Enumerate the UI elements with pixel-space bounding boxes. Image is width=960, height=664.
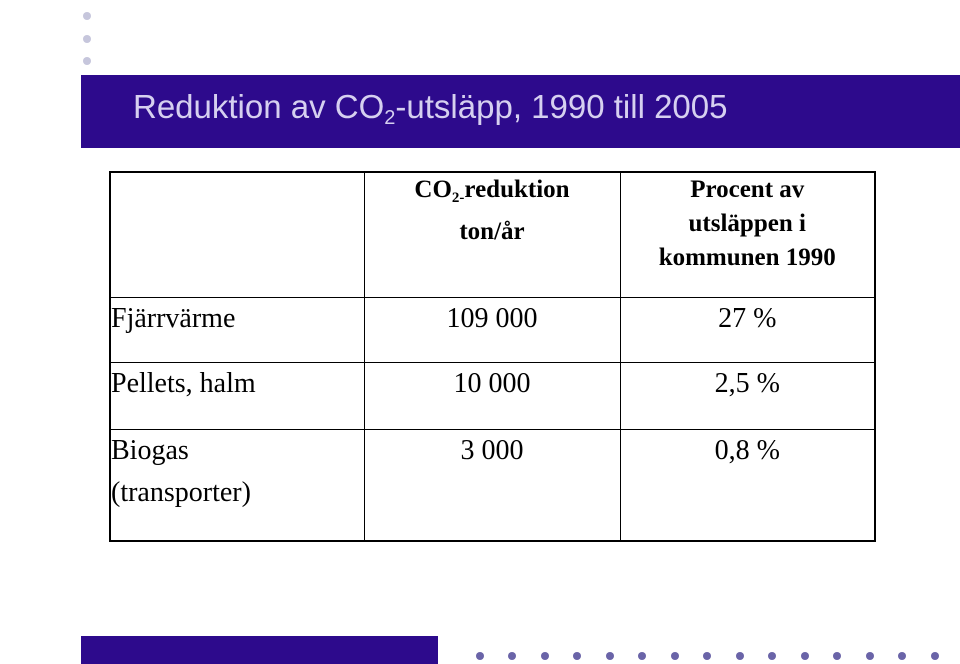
percent-value: 27 % bbox=[619, 296, 876, 363]
row-label: Pellets, halm bbox=[109, 361, 365, 430]
percent-value: 2,5 % bbox=[619, 361, 876, 430]
decor-dot bbox=[541, 652, 549, 660]
percent-value: 0,8 % bbox=[619, 428, 876, 542]
decor-dot bbox=[931, 652, 939, 660]
decor-dot bbox=[703, 652, 711, 660]
table-row: Biogas (transporter) 3 000 0,8 % bbox=[109, 428, 876, 542]
decor-dot bbox=[83, 12, 91, 20]
row-label-line: Biogas bbox=[111, 434, 189, 466]
decor-dot bbox=[768, 652, 776, 660]
decor-dot bbox=[736, 652, 744, 660]
row-label: Biogas (transporter) bbox=[109, 428, 365, 542]
decor-dot bbox=[833, 652, 841, 660]
decor-dot bbox=[83, 35, 91, 43]
row-label-line: (transporter) bbox=[111, 476, 251, 508]
co2-reduction-table: CO2-reduktion ton/år Procent av utsläppe… bbox=[109, 171, 876, 542]
decor-dot bbox=[671, 652, 679, 660]
decor-dot bbox=[83, 57, 91, 65]
header-percent: Procent av utsläppen i kommunen 1990 bbox=[619, 171, 876, 298]
row-label: Fjärrvärme bbox=[109, 296, 365, 363]
title-bar: Reduktion av CO2-utsläpp, 1990 till 2005 bbox=[81, 75, 960, 148]
decor-dot bbox=[476, 652, 484, 660]
table-row: Pellets, halm 10 000 2,5 % bbox=[109, 361, 876, 430]
decor-dot bbox=[606, 652, 614, 660]
empty-header-cell bbox=[109, 171, 365, 298]
slide-title: Reduktion av CO2-utsläpp, 1990 till 2005 bbox=[133, 88, 728, 129]
footer-bar bbox=[81, 636, 438, 664]
reduction-value: 3 000 bbox=[363, 428, 621, 542]
table-header-row: CO2-reduktion ton/år Procent av utsläppe… bbox=[109, 171, 876, 298]
header-co2-reduction: CO2-reduktion ton/år bbox=[363, 171, 621, 298]
reduction-value: 10 000 bbox=[363, 361, 621, 430]
decor-dot bbox=[898, 652, 906, 660]
decor-dot bbox=[573, 652, 581, 660]
reduction-value: 109 000 bbox=[363, 296, 621, 363]
decor-dot bbox=[638, 652, 646, 660]
decor-dot bbox=[801, 652, 809, 660]
table-row: Fjärrvärme 109 000 27 % bbox=[109, 296, 876, 363]
decor-dot bbox=[866, 652, 874, 660]
decor-dot bbox=[508, 652, 516, 660]
